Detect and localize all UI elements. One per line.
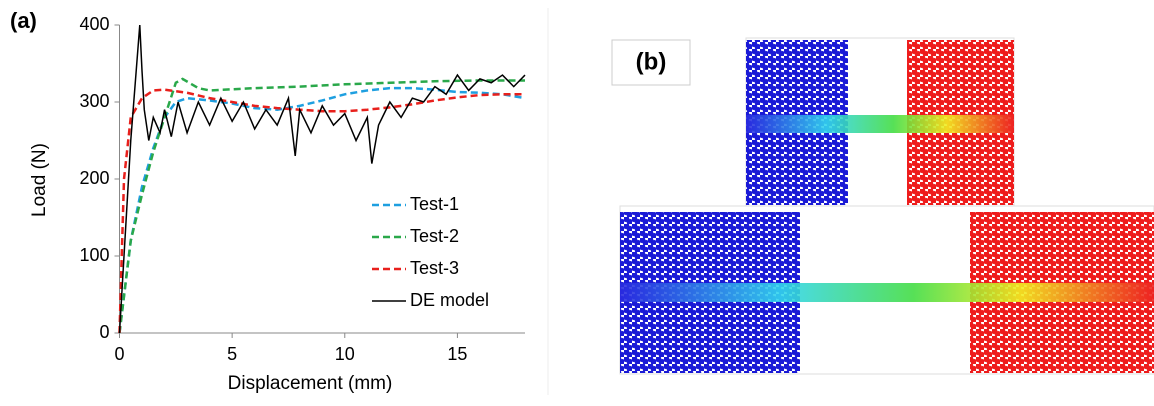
panel-label: (b) — [636, 48, 667, 75]
legend-label: Test-2 — [410, 226, 459, 246]
series-line — [118, 24, 526, 334]
x-tick-label: 0 — [114, 344, 124, 364]
y-axis-label: Load (N) — [29, 143, 50, 217]
y-tick-label: 300 — [79, 91, 109, 111]
legend-label: Test-3 — [410, 258, 459, 278]
y-tick-label: 200 — [79, 168, 109, 188]
series-line — [118, 77, 525, 334]
y-tick-label: 0 — [99, 322, 109, 342]
legend-label: DE model — [410, 290, 489, 310]
x-tick-label: 5 — [227, 344, 237, 364]
x-tick-label: 10 — [335, 344, 355, 364]
legend-label: Test-1 — [410, 194, 459, 214]
series-line — [118, 88, 525, 334]
x-axis-label: Displacement (mm) — [228, 373, 393, 394]
y-tick-label: 400 — [79, 14, 109, 34]
simulation-image: (b) — [611, 37, 1154, 375]
panel-label: (a) — [10, 8, 37, 33]
x-tick-label: 15 — [447, 344, 467, 364]
y-tick-label: 100 — [79, 245, 109, 265]
